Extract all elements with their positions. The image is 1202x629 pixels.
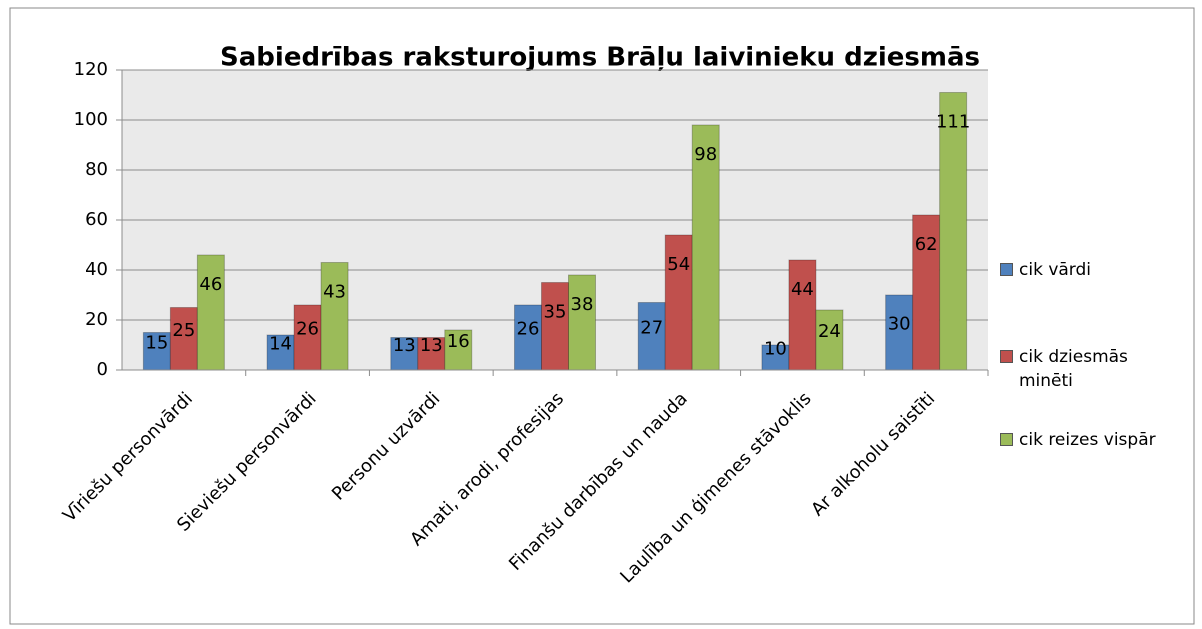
data-label: 10	[764, 339, 787, 360]
data-label: 54	[667, 254, 690, 275]
data-label: 15	[145, 332, 168, 353]
data-label: 27	[640, 317, 663, 338]
legend-swatch	[1000, 350, 1013, 363]
data-label: 26	[517, 319, 540, 340]
legend-label: cik vārdi	[1019, 260, 1092, 280]
y-tick-label: 80	[85, 159, 108, 180]
bar	[788, 259, 817, 371]
y-tick-label: 0	[97, 359, 108, 380]
data-label: 25	[172, 320, 195, 341]
data-label: 43	[323, 282, 346, 303]
data-label: 14	[269, 334, 292, 355]
data-label: 98	[694, 144, 717, 165]
bar	[541, 282, 569, 371]
bar	[320, 262, 349, 371]
y-tick-label: 120	[74, 59, 108, 80]
data-label: 46	[199, 274, 222, 295]
data-label: 30	[888, 314, 911, 335]
data-label: 26	[296, 319, 319, 340]
bar	[196, 254, 225, 371]
data-label: 13	[393, 335, 416, 356]
legend-item: cik vārdi	[1000, 258, 1200, 282]
legend-swatch	[1000, 263, 1013, 276]
data-label: 38	[571, 294, 594, 315]
bar	[568, 274, 596, 371]
bar	[691, 124, 720, 371]
data-label: 111	[936, 112, 970, 133]
bar	[637, 302, 666, 371]
y-tick-label: 60	[85, 209, 108, 230]
bar	[939, 92, 968, 371]
legend-swatch	[1000, 433, 1013, 446]
data-label: 62	[915, 234, 938, 255]
y-tick-label: 100	[74, 109, 108, 130]
bar	[266, 334, 295, 371]
legend-item: cik dziesmās minēti	[1000, 345, 1200, 393]
legend-item: cik reizes vispār	[1000, 428, 1200, 452]
y-tick-label: 40	[85, 259, 108, 280]
y-tick-label: 20	[85, 309, 108, 330]
legend-label: cik dziesmās minēti	[1019, 347, 1128, 391]
data-label: 16	[447, 331, 470, 352]
bar	[815, 309, 844, 371]
bar	[444, 329, 473, 371]
data-label: 35	[544, 302, 567, 323]
bar	[514, 304, 542, 371]
chart-title: Sabiedrības raksturojums Brāļu laiviniek…	[220, 43, 980, 73]
data-label: 13	[420, 335, 443, 356]
bar	[664, 234, 693, 371]
data-label: 44	[791, 279, 814, 300]
bar	[390, 337, 419, 371]
data-label: 24	[818, 321, 841, 342]
legend-label: cik reizes vispār	[1019, 430, 1156, 450]
